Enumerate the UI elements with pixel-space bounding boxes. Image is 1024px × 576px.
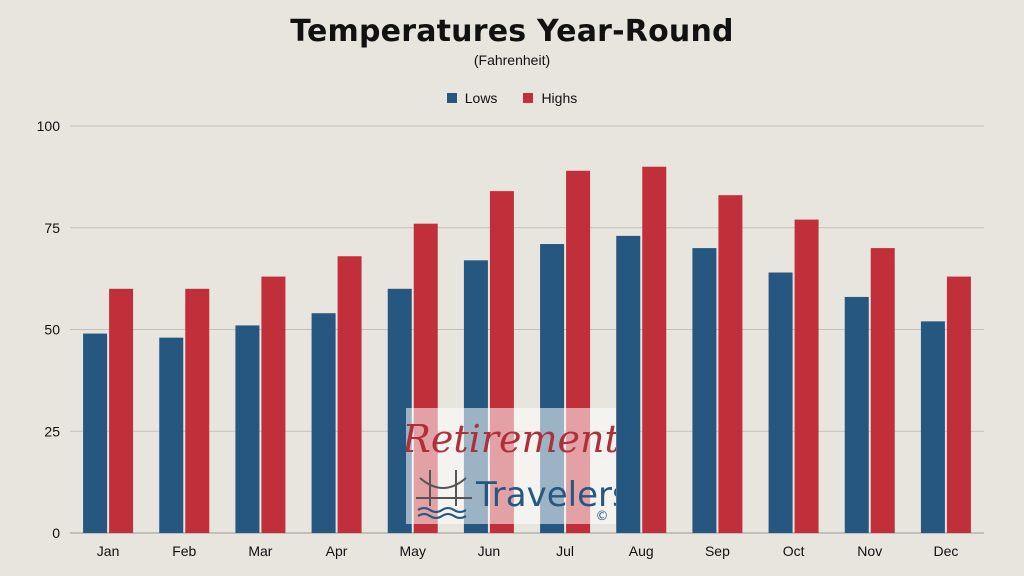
bar-lows-nov xyxy=(844,296,869,533)
copyright-mark: © xyxy=(596,509,609,524)
legend: Lows Highs xyxy=(0,90,1024,106)
bar-highs-jan xyxy=(109,288,134,533)
chart-subtitle: (Fahrenheit) xyxy=(473,52,551,68)
legend-swatch-lows xyxy=(446,93,457,103)
legend-entry-highs: Highs xyxy=(523,90,577,106)
legend-entry-lows: Lows xyxy=(446,90,498,106)
bar-lows-feb xyxy=(159,337,184,533)
bar-highs-sep xyxy=(718,195,743,533)
legend-swatch-highs xyxy=(523,93,534,103)
x-tick-label-jun: Jun xyxy=(478,543,501,559)
x-tick-label-may: May xyxy=(400,543,426,559)
watermark-logo: Retirement Travelers © xyxy=(406,408,616,524)
y-tick-label-50: 50 xyxy=(44,322,60,338)
y-tick-label-100: 100 xyxy=(37,118,61,134)
bar-highs-nov xyxy=(870,248,895,533)
legend-label-lows: Lows xyxy=(464,90,498,106)
y-tick-label-75: 75 xyxy=(44,220,60,236)
bar-lows-sep xyxy=(692,248,717,533)
bar-lows-dec xyxy=(920,321,945,533)
bar-highs-feb xyxy=(185,288,210,533)
x-tick-label-oct: Oct xyxy=(783,543,805,559)
x-tick-label-feb: Feb xyxy=(172,543,196,559)
x-tick-label-mar: Mar xyxy=(248,543,272,559)
golden-gate-bridge-icon xyxy=(416,470,472,519)
legend-label-highs: Highs xyxy=(541,90,578,106)
bar-lows-oct xyxy=(768,272,793,533)
bar-highs-dec xyxy=(946,276,971,533)
bar-lows-mar xyxy=(235,325,260,533)
bar-highs-aug xyxy=(642,166,667,533)
watermark-line1: Retirement xyxy=(406,417,616,461)
x-tick-label-jan: Jan xyxy=(97,543,120,559)
x-tick-label-nov: Nov xyxy=(857,543,882,559)
y-tick-label-0: 0 xyxy=(52,525,60,541)
x-tick-label-dec: Dec xyxy=(933,543,958,559)
x-tick-label-jul: Jul xyxy=(556,543,574,559)
y-tick-label-25: 25 xyxy=(44,423,60,439)
x-tick-label-sep: Sep xyxy=(705,543,730,559)
bar-lows-jan xyxy=(83,333,108,533)
bar-highs-apr xyxy=(337,256,362,533)
bar-lows-aug xyxy=(616,235,641,533)
watermark-line2: Travelers xyxy=(475,475,616,515)
bar-lows-apr xyxy=(311,313,336,533)
bar-highs-mar xyxy=(261,276,286,533)
x-tick-label-aug: Aug xyxy=(629,543,654,559)
x-tick-label-apr: Apr xyxy=(326,543,348,559)
chart-title: Temperatures Year-Round xyxy=(290,14,734,49)
bar-highs-oct xyxy=(794,219,819,534)
